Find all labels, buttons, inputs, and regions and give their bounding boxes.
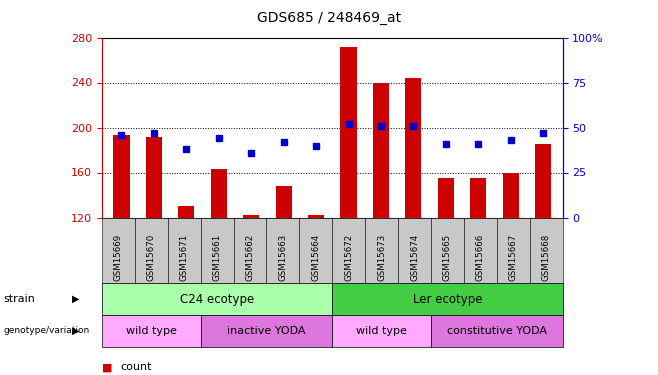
Text: GSM15663: GSM15663	[278, 234, 288, 281]
Text: GSM15672: GSM15672	[344, 234, 353, 281]
Bar	[535, 144, 551, 218]
Text: count: count	[120, 363, 152, 372]
Text: GSM15668: GSM15668	[542, 234, 551, 281]
Bar	[470, 178, 486, 218]
Bar	[211, 169, 227, 217]
Bar	[113, 135, 130, 218]
Bar	[276, 186, 291, 218]
Text: GSM15670: GSM15670	[147, 234, 156, 281]
Text: wild type: wild type	[126, 326, 177, 336]
Text: constitutive YODA: constitutive YODA	[447, 326, 547, 336]
Text: GSM15666: GSM15666	[476, 234, 485, 281]
Text: GDS685 / 248469_at: GDS685 / 248469_at	[257, 11, 401, 25]
Text: ■: ■	[102, 363, 113, 372]
Text: GSM15671: GSM15671	[180, 234, 189, 281]
Text: inactive YODA: inactive YODA	[227, 326, 306, 336]
Text: wild type: wild type	[356, 326, 407, 336]
Text: strain: strain	[3, 294, 35, 304]
Bar	[146, 136, 162, 218]
Bar	[373, 82, 389, 218]
Text: GSM15674: GSM15674	[410, 234, 419, 281]
Text: GSM15665: GSM15665	[443, 234, 452, 281]
Text: GSM15669: GSM15669	[114, 234, 123, 281]
Text: GSM15673: GSM15673	[377, 234, 386, 281]
Text: Ler ecotype: Ler ecotype	[413, 292, 482, 306]
Text: GSM15662: GSM15662	[245, 234, 255, 281]
Bar	[340, 46, 357, 217]
Bar	[243, 215, 259, 217]
Text: GSM15661: GSM15661	[213, 234, 222, 281]
Text: GSM15664: GSM15664	[311, 234, 320, 281]
Bar	[438, 178, 454, 218]
Bar	[405, 78, 422, 218]
Bar	[503, 172, 519, 217]
Text: GSM15667: GSM15667	[509, 234, 518, 281]
Bar	[178, 206, 194, 218]
Bar	[308, 215, 324, 217]
Text: C24 ecotype: C24 ecotype	[180, 292, 254, 306]
Text: genotype/variation: genotype/variation	[3, 326, 89, 336]
Text: ▶: ▶	[72, 294, 80, 304]
Text: ▶: ▶	[72, 326, 80, 336]
